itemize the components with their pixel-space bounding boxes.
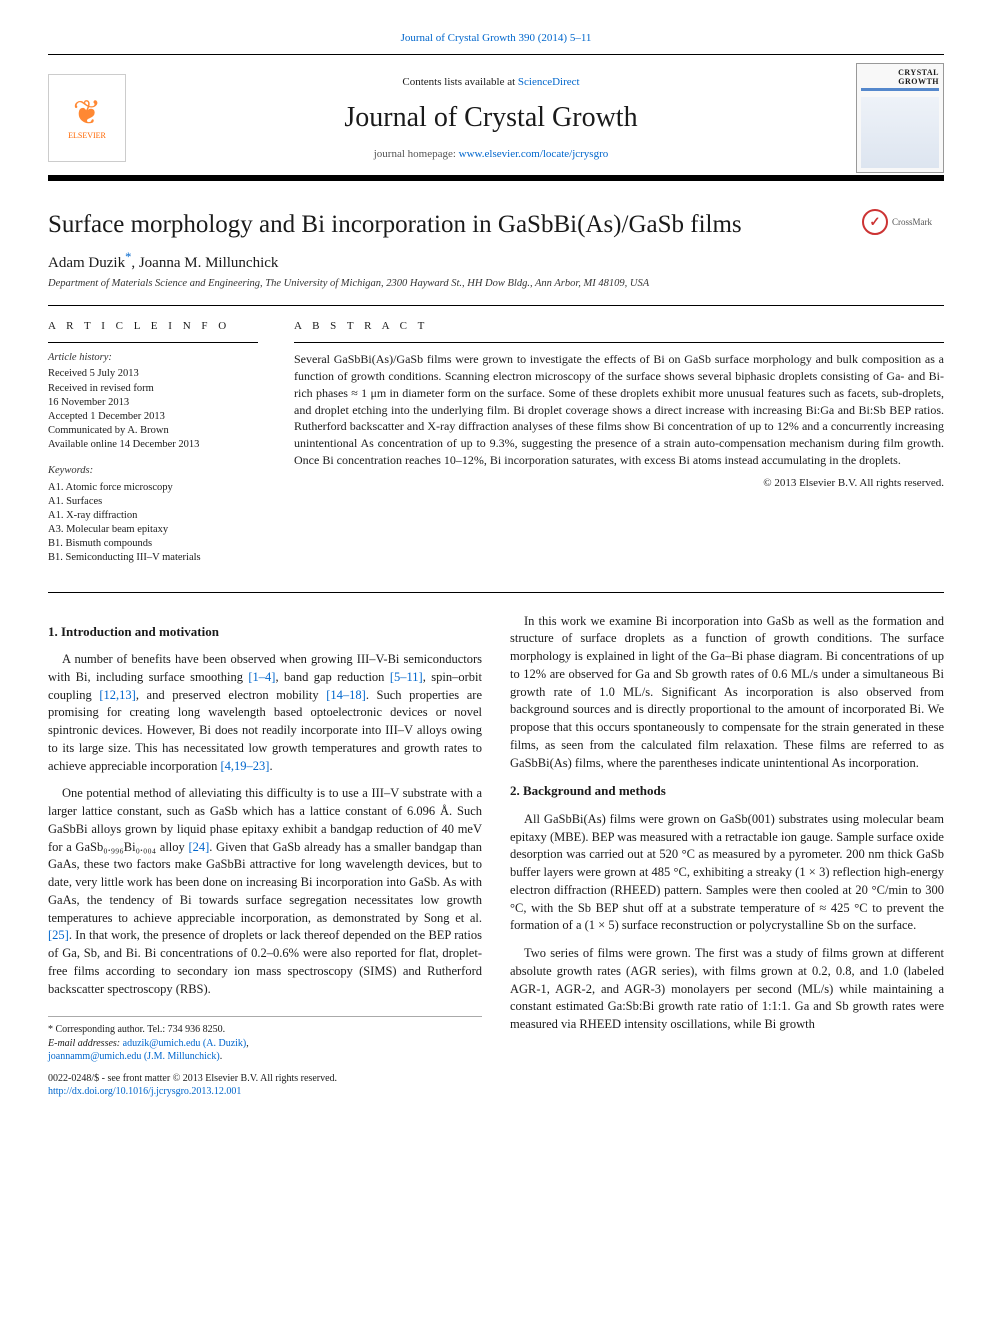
right-column: In this work we examine Bi incorporation… xyxy=(510,613,944,1099)
journal-name: Journal of Crystal Growth xyxy=(144,102,838,134)
homepage-link[interactable]: www.elsevier.com/locate/jcrysgro xyxy=(459,148,609,160)
elsevier-tree-icon: ❦ xyxy=(73,97,102,131)
keyword: A3. Molecular beam epitaxy xyxy=(48,523,258,537)
abstract-text: Several GaSbBi(As)/GaSb films were grown… xyxy=(294,351,944,469)
article-info-heading: A R T I C L E I N F O xyxy=(48,320,258,332)
crossmark-icon: ✓ xyxy=(862,209,888,235)
body-columns: 1. Introduction and motivation A number … xyxy=(48,613,944,1099)
citation-link[interactable]: [14–18] xyxy=(326,688,366,702)
keywords-block: Keywords: A1. Atomic force microscopy A1… xyxy=(48,464,258,565)
author-sep: , xyxy=(131,255,139,271)
elsevier-logo[interactable]: ❦ ELSEVIER xyxy=(48,74,126,162)
citation-link[interactable]: [1–4] xyxy=(248,670,275,684)
email-sep: , xyxy=(246,1038,249,1049)
section-heading-1: 1. Introduction and motivation xyxy=(48,623,482,641)
sciencedirect-link[interactable]: ScienceDirect xyxy=(518,76,580,88)
emails-label: E-mail addresses: xyxy=(48,1038,123,1049)
doi-link[interactable]: http://dx.doi.org/10.1016/j.jcrysgro.201… xyxy=(48,1086,241,1097)
journal-header: ❦ ELSEVIER Contents lists available at S… xyxy=(48,54,944,181)
keywords-label: Keywords: xyxy=(48,464,258,478)
divider xyxy=(294,342,944,343)
homepage-prefix: journal homepage: xyxy=(374,148,459,160)
article-info-column: A R T I C L E I N F O Article history: R… xyxy=(48,320,258,577)
history-label: Article history: xyxy=(48,351,258,365)
divider xyxy=(48,592,944,593)
history-item: Available online 14 December 2013 xyxy=(48,438,258,452)
authors: Adam Duzik*, Joanna M. Millunchick xyxy=(48,250,944,272)
body-text: . xyxy=(269,759,272,773)
crossmark-badge[interactable]: ✓ CrossMark xyxy=(862,209,944,235)
abstract-copyright: © 2013 Elsevier B.V. All rights reserved… xyxy=(294,477,944,489)
history-item: Received 5 July 2013 xyxy=(48,367,258,381)
body-text: . In that work, the presence of droplets… xyxy=(48,928,482,995)
citation-link[interactable]: [25] xyxy=(48,928,69,942)
elsevier-name: ELSEVIER xyxy=(68,131,106,140)
citation-link[interactable]: [4,19–23] xyxy=(220,759,269,773)
citation-header[interactable]: Journal of Crystal Growth 390 (2014) 5–1… xyxy=(48,32,944,44)
body-paragraph: Two series of films were grown. The firs… xyxy=(510,945,944,1034)
article-history: Article history: Received 5 July 2013 Re… xyxy=(48,351,258,452)
body-paragraph: One potential method of alleviating this… xyxy=(48,785,482,998)
journal-cover-thumb[interactable]: CRYSTAL GROWTH xyxy=(856,63,944,173)
corresponding-note: * Corresponding author. Tel.: 734 936 82… xyxy=(48,1023,482,1037)
crossmark-label: CrossMark xyxy=(892,217,932,227)
footnotes: * Corresponding author. Tel.: 734 936 82… xyxy=(48,1016,482,1064)
doi-block: 0022-0248/$ - see front matter © 2013 El… xyxy=(48,1072,482,1099)
abstract-heading: A B S T R A C T xyxy=(294,320,944,332)
keyword: A1. X-ray diffraction xyxy=(48,509,258,523)
cover-title: CRYSTAL GROWTH xyxy=(861,68,939,86)
contents-line: Contents lists available at ScienceDirec… xyxy=(144,76,838,88)
keyword: A1. Atomic force microscopy xyxy=(48,481,258,495)
keyword: B1. Semiconducting III–V materials xyxy=(48,551,258,565)
cover-bar xyxy=(861,88,939,91)
body-paragraph: In this work we examine Bi incorporation… xyxy=(510,613,944,773)
divider xyxy=(48,305,944,306)
author-1[interactable]: Adam Duzik xyxy=(48,255,125,271)
left-column: 1. Introduction and motivation A number … xyxy=(48,613,482,1099)
email-link[interactable]: aduzik@umich.edu (A. Duzik) xyxy=(123,1038,247,1049)
citation-link[interactable]: [12,13] xyxy=(99,688,135,702)
contents-prefix: Contents lists available at xyxy=(402,76,517,88)
history-item: Received in revised form xyxy=(48,382,258,396)
body-text: , band gap reduction xyxy=(275,670,389,684)
body-paragraph: A number of benefits have been observed … xyxy=(48,651,482,775)
copyright-line: 0022-0248/$ - see front matter © 2013 El… xyxy=(48,1072,482,1086)
citation-link[interactable]: [5–11] xyxy=(390,670,423,684)
body-paragraph: All GaSbBi(As) films were grown on GaSb(… xyxy=(510,811,944,935)
history-item: 16 November 2013 xyxy=(48,396,258,410)
abstract-column: A B S T R A C T Several GaSbBi(As)/GaSb … xyxy=(294,320,944,577)
keyword: B1. Bismuth compounds xyxy=(48,537,258,551)
section-heading-2: 2. Background and methods xyxy=(510,782,944,800)
author-2[interactable]: Joanna M. Millunchick xyxy=(139,255,279,271)
citation-link[interactable]: [24] xyxy=(188,840,209,854)
cover-body xyxy=(861,97,939,168)
affiliation: Department of Materials Science and Engi… xyxy=(48,278,944,289)
history-item: Communicated by A. Brown xyxy=(48,424,258,438)
header-center: Contents lists available at ScienceDirec… xyxy=(144,76,838,160)
keyword: A1. Surfaces xyxy=(48,495,258,509)
body-text: , and preserved electron mobility xyxy=(136,688,326,702)
homepage-line: journal homepage: www.elsevier.com/locat… xyxy=(144,148,838,160)
article-title: Surface morphology and Bi incorporation … xyxy=(48,209,850,240)
email-link[interactable]: joannamm@umich.edu (J.M. Millunchick) xyxy=(48,1051,220,1062)
emails-line: E-mail addresses: aduzik@umich.edu (A. D… xyxy=(48,1037,482,1064)
email-end: . xyxy=(220,1051,223,1062)
divider xyxy=(48,342,258,343)
history-item: Accepted 1 December 2013 xyxy=(48,410,258,424)
